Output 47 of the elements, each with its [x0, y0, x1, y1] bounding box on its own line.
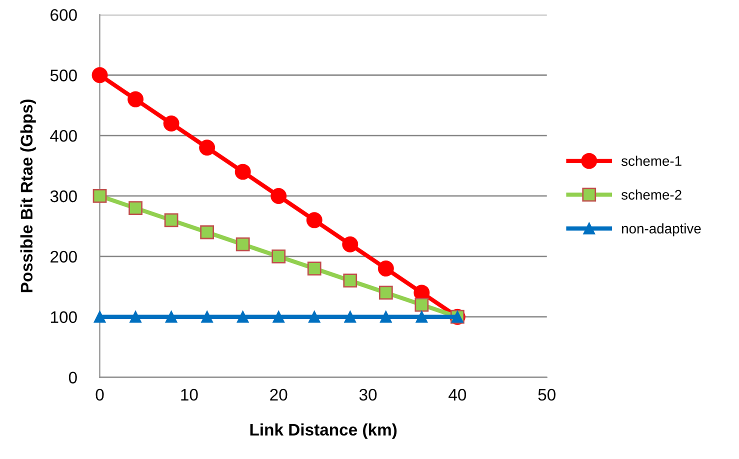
- point: [270, 188, 287, 204]
- y-tick-label: 100: [51, 311, 77, 324]
- y-tick-label: 300: [50, 190, 77, 202]
- x-tick-label: 30: [359, 388, 377, 401]
- point: [342, 236, 358, 252]
- x-tick-label: 0: [96, 388, 104, 401]
- y-tick-label: 0: [68, 372, 77, 384]
- point: [308, 310, 320, 323]
- point: [272, 249, 286, 264]
- point: [306, 212, 322, 228]
- point: [307, 262, 322, 276]
- x-tick-label: 40: [448, 388, 466, 401]
- point: [128, 201, 142, 216]
- point: [343, 274, 358, 288]
- point: [199, 140, 216, 156]
- point: [201, 310, 213, 323]
- y-tick-label: 400: [50, 130, 77, 142]
- x-tick-label: 10: [181, 388, 198, 401]
- legend-label: scheme-1: [621, 156, 682, 166]
- point: [163, 115, 180, 132]
- legend-label: scheme-2: [621, 190, 682, 200]
- point: [416, 310, 428, 323]
- point: [165, 310, 178, 323]
- point: [200, 225, 214, 240]
- x-axis-title: Link Distance (km): [250, 423, 397, 439]
- point: [128, 91, 144, 108]
- point: [236, 237, 250, 252]
- y-tick-label: 600: [50, 9, 77, 21]
- point: [236, 310, 249, 323]
- point: [414, 298, 429, 312]
- point: [378, 260, 394, 276]
- y-tick-label: 200: [50, 250, 77, 263]
- point: [272, 310, 285, 323]
- point: [92, 67, 108, 84]
- point: [94, 310, 106, 323]
- point: [380, 310, 392, 323]
- point: [378, 286, 393, 300]
- point: [164, 213, 178, 228]
- x-tick-label: 20: [270, 388, 288, 401]
- legend-label: non-adaptive: [622, 223, 701, 236]
- y-tick-label: 500: [50, 70, 77, 82]
- y-axis-title: Possible Bit Rtae (Gbps): [20, 100, 36, 292]
- x-tick-label: 50: [538, 388, 556, 401]
- point: [344, 310, 356, 323]
- point: [92, 189, 107, 203]
- point: [130, 310, 142, 323]
- point: [234, 164, 251, 180]
